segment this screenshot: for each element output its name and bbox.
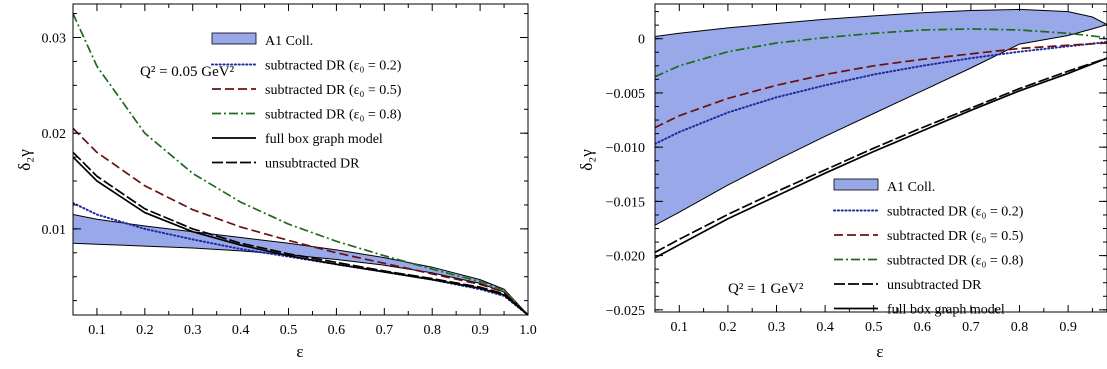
legend-label: unsubtracted DR — [265, 157, 360, 172]
legend-label: A1 Coll. — [265, 34, 313, 49]
x-tick-label: 0.7 — [376, 323, 394, 338]
y-tick-label: −0.020 — [606, 250, 645, 265]
band-a1-coll — [73, 213, 528, 315]
plot-frame — [72, 3, 529, 316]
series-line-3 — [73, 156, 528, 315]
series-line-2 — [655, 28, 1107, 78]
q2-annotation: Q² = 0.05 GeV² — [140, 64, 235, 80]
plot-area — [73, 13, 528, 315]
x-tick-label: 0.3 — [768, 320, 786, 335]
x-tick-label: 0.1 — [671, 320, 689, 335]
legend-label: subtracted DR (ε₀ = 0.5) — [887, 229, 1024, 244]
x-tick-label: 0.6 — [328, 323, 346, 338]
series-line-4 — [73, 151, 528, 315]
x-tick-label: 0.3 — [184, 323, 202, 338]
legend-label: subtracted DR (ε₀ = 0.2) — [887, 205, 1024, 220]
y-tick-label: 0.01 — [42, 223, 67, 238]
legend-label: subtracted DR (ε₀ = 0.2) — [265, 59, 402, 74]
x-tick-label: 1.0 — [519, 323, 537, 338]
plot-area — [655, 8, 1107, 259]
y-tick-label: 0 — [638, 33, 645, 48]
legend: A1 Coll. subtracted DR (ε₀ = 0.2) subtract… — [211, 32, 402, 172]
series-line-1 — [73, 127, 528, 315]
legend-label: full box graph model — [887, 303, 1005, 318]
x-tick-label: 0.2 — [136, 323, 154, 338]
x-tick-label: 0.5 — [280, 323, 298, 338]
legend-label: subtracted DR (ε₀ = 0.5) — [265, 83, 402, 98]
y-tick-label: −0.005 — [606, 87, 645, 102]
series-line-0 — [73, 202, 528, 315]
x-tick-label: 0.4 — [232, 323, 250, 338]
band-a1-coll — [655, 8, 1107, 226]
chart-left: 0.1 0.2 0.3 0.4 0.5 0.6 0.7 0.8 0.9 1.0 0.01 0.02 0.… — [15, 3, 537, 361]
legend-label: full box graph model — [265, 132, 383, 147]
x-axis-title: ε — [296, 342, 303, 361]
x-tick-label: 0.2 — [719, 320, 737, 335]
y-tick-label: 0.03 — [42, 31, 67, 46]
series-line-2 — [73, 13, 528, 315]
legend-label: A1 Coll. — [887, 180, 935, 195]
series-line-1 — [655, 42, 1107, 129]
x-axis-title: ε — [876, 342, 883, 361]
chart-right: 0.1 0.2 0.3 0.4 0.5 0.6 0.7 0.8 0.9 0 −0.005 −0.010… — [577, 3, 1107, 361]
series-line-4 — [655, 57, 1107, 259]
series-line-3 — [655, 57, 1107, 254]
x-tick-label: 0.9 — [471, 323, 489, 338]
x-tick-label: 0.1 — [88, 323, 106, 338]
y-tick-label: −0.010 — [606, 141, 645, 156]
plot-frame — [654, 3, 1107, 313]
x-tick-label: 0.8 — [423, 323, 441, 338]
y-axis-title: δ₂γ — [577, 149, 596, 171]
legend-label: subtracted DR (ε₀ = 0.8) — [887, 254, 1024, 269]
q2-annotation: Q² = 1 GeV² — [728, 281, 804, 297]
series-line-0 — [655, 41, 1107, 145]
legend-swatch-band — [211, 32, 257, 45]
y-tick-label: −0.015 — [606, 195, 645, 210]
legend: A1 Coll. subtracted DR (ε₀ = 0.2) subtract… — [833, 178, 1024, 318]
y-tick-label: −0.025 — [606, 304, 645, 319]
y-tick-label: 0.02 — [42, 127, 67, 142]
legend-swatch-band — [833, 178, 879, 191]
x-tick-label: 0.9 — [1059, 320, 1077, 335]
y-axis-title: δ₂γ — [15, 149, 34, 171]
legend-label: unsubtracted DR — [887, 278, 982, 293]
x-tick-label: 0.4 — [816, 320, 834, 335]
legend-label: subtracted DR (ε₀ = 0.8) — [265, 108, 402, 123]
x-tick-label: 0.5 — [865, 320, 883, 335]
x-tick-label: 0.7 — [962, 320, 980, 335]
x-tick-label: 0.8 — [1011, 320, 1029, 335]
x-tick-label: 0.6 — [914, 320, 932, 335]
